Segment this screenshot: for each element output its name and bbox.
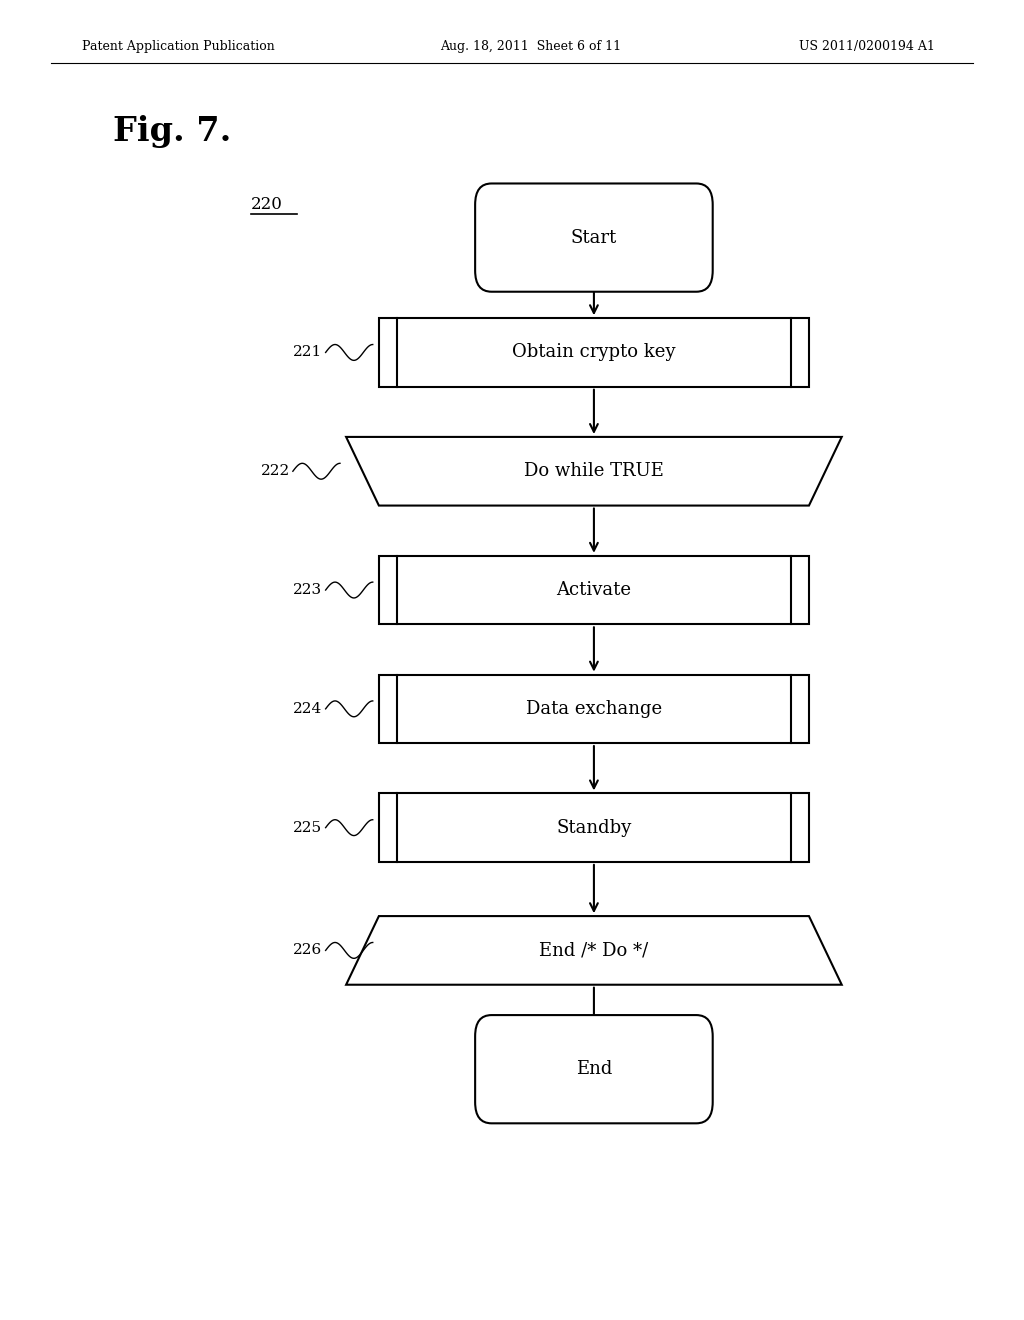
Text: US 2011/0200194 A1: US 2011/0200194 A1: [799, 40, 935, 53]
Text: 226: 226: [293, 944, 323, 957]
Bar: [379, 556, 809, 624]
Text: 221: 221: [293, 346, 323, 359]
Text: Activate: Activate: [556, 581, 632, 599]
Bar: [379, 793, 809, 862]
Text: 225: 225: [294, 821, 323, 834]
Text: Do while TRUE: Do while TRUE: [524, 462, 664, 480]
Text: 223: 223: [294, 583, 323, 597]
Polygon shape: [346, 437, 842, 506]
Text: 224: 224: [293, 702, 323, 715]
Text: Aug. 18, 2011  Sheet 6 of 11: Aug. 18, 2011 Sheet 6 of 11: [440, 40, 622, 53]
Text: Data exchange: Data exchange: [526, 700, 662, 718]
Bar: [379, 675, 809, 743]
Text: 222: 222: [260, 465, 290, 478]
Text: Start: Start: [570, 228, 617, 247]
Text: 220: 220: [251, 197, 283, 213]
Polygon shape: [346, 916, 842, 985]
Text: End: End: [575, 1060, 612, 1078]
Text: Fig. 7.: Fig. 7.: [113, 116, 231, 149]
Text: End /* Do */: End /* Do */: [540, 941, 648, 960]
FancyBboxPatch shape: [475, 183, 713, 292]
Text: Standby: Standby: [556, 818, 632, 837]
Text: Patent Application Publication: Patent Application Publication: [82, 40, 274, 53]
Bar: [379, 318, 809, 387]
Text: Obtain crypto key: Obtain crypto key: [512, 343, 676, 362]
FancyBboxPatch shape: [475, 1015, 713, 1123]
